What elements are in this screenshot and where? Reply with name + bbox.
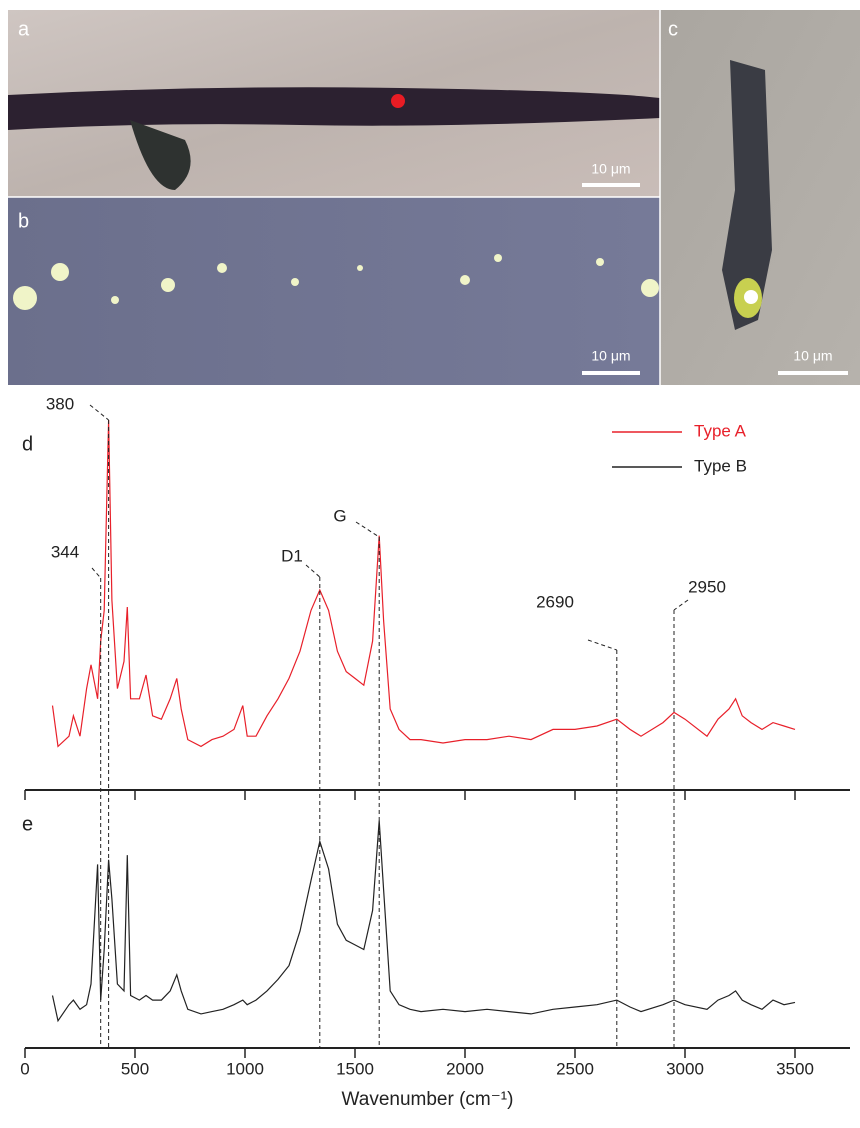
scale-bar-label: 10 μm xyxy=(793,348,832,364)
spectrum-line xyxy=(53,420,796,746)
panel-label: e xyxy=(22,813,33,835)
x-tick-label: 2000 xyxy=(446,1059,484,1078)
annotation: 380 xyxy=(46,394,74,413)
scale-bar-label: 10 μm xyxy=(591,348,630,364)
annotation: G xyxy=(333,506,346,525)
page: a b c 10 μm 10 μm 10 μm d e Type A 0 500 10… xyxy=(0,0,860,1128)
annotation-leader xyxy=(90,405,109,420)
x-tick-label: 2500 xyxy=(556,1059,594,1078)
panel-label: d xyxy=(22,433,33,455)
annotation-leader xyxy=(588,640,617,650)
micrograph-a xyxy=(8,10,660,197)
x-tick-label: 3500 xyxy=(776,1059,814,1078)
panel-label: b xyxy=(18,210,29,232)
annotation-leader xyxy=(92,568,101,578)
annotation: 2690 xyxy=(536,592,574,611)
annotation: D1 xyxy=(281,546,303,565)
annotation-leader xyxy=(306,565,320,577)
figure: a b c 10 μm 10 μm 10 μm d e Type A 0 500 10… xyxy=(0,0,860,1128)
annotation-leader xyxy=(674,600,688,610)
x-tick-label: 0 xyxy=(20,1059,29,1078)
x-tick-label: 3000 xyxy=(666,1059,704,1078)
x-tick-label: 1500 xyxy=(336,1059,374,1078)
scale-bar-label: 10 μm xyxy=(591,161,630,177)
annotation-leader xyxy=(356,522,379,537)
x-axis-title: Wavenumber (cm⁻¹) xyxy=(342,1089,514,1110)
spectrum-line xyxy=(53,821,796,1021)
panel-label: a xyxy=(18,18,30,40)
micrograph-c xyxy=(660,10,860,385)
annotation: 2950 xyxy=(688,577,726,596)
legend-label: Type B xyxy=(694,456,747,475)
legend-label: Type A xyxy=(694,421,747,440)
panel-label: c xyxy=(668,18,678,40)
micrograph-b xyxy=(8,197,660,385)
x-tick-label: 1000 xyxy=(226,1059,264,1078)
x-tick-label: 500 xyxy=(121,1059,149,1078)
annotation: 344 xyxy=(51,542,79,561)
